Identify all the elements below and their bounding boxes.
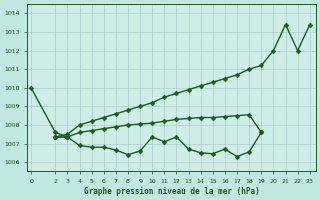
X-axis label: Graphe pression niveau de la mer (hPa): Graphe pression niveau de la mer (hPa): [84, 187, 260, 196]
